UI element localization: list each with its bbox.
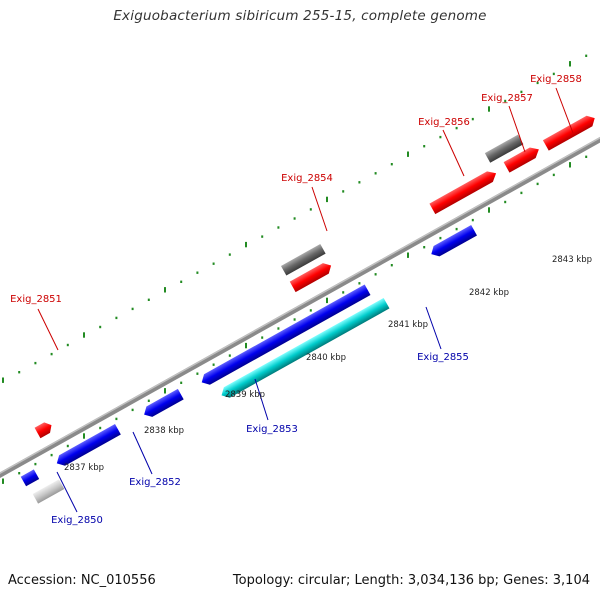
label-exig-2854[interactable]: Exig_2854 — [281, 173, 333, 184]
gene-exig-2856[interactable] — [429, 168, 499, 215]
label-exig-2855[interactable]: Exig_2855 — [417, 352, 469, 363]
tick-label-2839: 2839 kbp — [225, 390, 265, 400]
gene-exig-2857[interactable] — [503, 144, 542, 173]
label-exig-2856[interactable]: Exig_2856 — [418, 117, 470, 128]
gene-exig-2849-partial[interactable] — [20, 469, 40, 487]
gene-exig-2852[interactable] — [141, 388, 184, 420]
tick-label-2837: 2837 kbp — [64, 463, 104, 473]
gene-exig-2858[interactable] — [542, 113, 598, 151]
gene-exig-2851[interactable] — [34, 420, 55, 439]
tick-label-2840: 2840 kbp — [306, 353, 346, 363]
topology-text: Topology: circular; Length: 3,034,136 bp… — [232, 573, 590, 588]
inner-grid-line — [2, 155, 588, 484]
genome-backbone — [0, 98, 600, 513]
leader-lines — [37, 87, 574, 513]
label-exig-2852[interactable]: Exig_2852 — [129, 477, 181, 488]
label-exig-2857[interactable]: Exig_2857 — [481, 93, 533, 104]
gene-exig-2850[interactable] — [54, 424, 121, 469]
gene-exig-2850-lightgray[interactable] — [32, 479, 65, 504]
tick-label-2843: 2843 kbp — [552, 255, 592, 265]
gene-exig-2857-gray[interactable] — [484, 134, 524, 163]
label-exig-2853[interactable]: Exig_2853 — [246, 424, 298, 435]
label-exig-2858[interactable]: Exig_2858 — [530, 74, 582, 85]
map-title: Exiguobacterium sibiricum 255-15, comple… — [113, 8, 487, 24]
accession-text: Accession: NC_010556 — [8, 573, 156, 588]
label-exig-2850[interactable]: Exig_2850 — [51, 515, 103, 526]
gene-exig-2854[interactable] — [289, 260, 334, 293]
tick-label-2842: 2842 kbp — [469, 288, 509, 298]
gene-exig-2855[interactable] — [428, 224, 477, 259]
outer-grid-line — [2, 54, 588, 383]
gene-exig-2853-blue[interactable] — [199, 284, 371, 387]
tick-label-2838: 2838 kbp — [144, 426, 184, 436]
label-exig-2851[interactable]: Exig_2851 — [10, 294, 62, 305]
gene-exig-2854-gray[interactable] — [280, 244, 326, 276]
tick-label-2841: 2841 kbp — [388, 320, 428, 330]
gene-exig-2853[interactable] — [219, 297, 390, 401]
